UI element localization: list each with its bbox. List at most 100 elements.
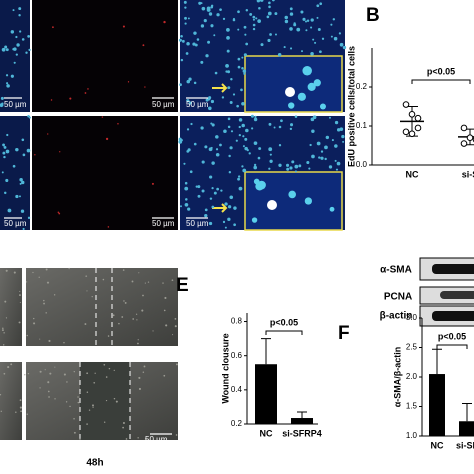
- cell: [229, 100, 233, 104]
- cell: [66, 381, 68, 383]
- cell: [339, 42, 344, 47]
- cell: [335, 168, 339, 171]
- cell: [318, 50, 322, 54]
- arrow: [212, 203, 228, 213]
- cell: [219, 143, 222, 147]
- point: [402, 128, 410, 136]
- cell: [22, 227, 25, 231]
- cell: [63, 373, 66, 376]
- cell: [269, 153, 272, 156]
- y-tick-label: 3.0: [406, 313, 418, 322]
- cell: [268, 167, 271, 170]
- cell: [207, 106, 212, 111]
- wound-edges: [79, 268, 131, 440]
- cell: [122, 426, 124, 429]
- cell: [328, 165, 333, 169]
- cell: [294, 164, 299, 169]
- cell: [237, 28, 240, 31]
- cell: [186, 99, 190, 103]
- cell: [180, 58, 184, 62]
- cell: [238, 125, 241, 129]
- cell: [43, 302, 45, 305]
- cell: [186, 128, 190, 131]
- cell: [92, 404, 94, 407]
- cell: [162, 282, 164, 284]
- cell: [194, 43, 198, 47]
- cell: [241, 123, 245, 128]
- cell: [298, 164, 302, 168]
- cell: [248, 152, 251, 155]
- cell: [180, 205, 182, 208]
- cell: [207, 40, 211, 44]
- band: [432, 264, 474, 274]
- bar: [255, 364, 277, 424]
- cell: [200, 2, 203, 5]
- cell: [306, 19, 310, 23]
- cell: [267, 11, 272, 16]
- cell: [15, 53, 18, 56]
- cell: [251, 217, 258, 223]
- cell: [57, 211, 60, 213]
- cell: [26, 413, 28, 415]
- cell: [105, 376, 108, 378]
- cell: [34, 154, 36, 156]
- cell: [310, 52, 314, 56]
- cell: [105, 399, 108, 402]
- cell: [25, 51, 28, 54]
- cell: [188, 101, 192, 105]
- cell: [226, 27, 230, 32]
- inset: [244, 171, 343, 231]
- cell: [39, 370, 42, 373]
- scale-label: 50 µm: [4, 219, 27, 228]
- cell: [117, 123, 119, 125]
- cell: [213, 191, 217, 195]
- cell: [257, 156, 261, 160]
- cell: [244, 137, 248, 141]
- cell: [12, 47, 15, 51]
- cell: [187, 148, 191, 152]
- cell: [73, 417, 75, 420]
- cell: [309, 143, 312, 147]
- cell: [204, 208, 208, 212]
- cell: [3, 332, 5, 334]
- cell: [174, 325, 177, 328]
- cell: [230, 78, 233, 81]
- cell: [253, 165, 258, 170]
- cell: [241, 56, 244, 59]
- cell: [304, 197, 313, 205]
- cell: [2, 151, 6, 155]
- cell: [15, 194, 19, 199]
- y-tick-label: 1.0: [406, 431, 418, 440]
- cell: [235, 139, 238, 142]
- y-tick-label: 0.6: [231, 351, 243, 360]
- cell: [54, 398, 56, 400]
- arrow: [212, 83, 228, 93]
- panel-label: E: [176, 275, 189, 296]
- cell: [175, 434, 178, 436]
- cell: [244, 33, 247, 36]
- cell: [216, 187, 220, 191]
- cell: [288, 102, 295, 109]
- image: [0, 268, 22, 346]
- cell: [267, 38, 271, 43]
- cell: [300, 10, 304, 14]
- bar: [459, 421, 474, 436]
- cell: [132, 318, 135, 320]
- cell: [138, 376, 141, 379]
- cell: [142, 44, 145, 47]
- cell: [258, 6, 261, 10]
- cell: [180, 34, 183, 38]
- cell: [268, 147, 273, 152]
- cell: [151, 182, 154, 185]
- blot-label: α-SMA: [380, 265, 412, 276]
- scale-bars: [4, 97, 208, 435]
- cell: [237, 177, 241, 181]
- cell: [227, 217, 231, 221]
- cell: [105, 137, 109, 141]
- cell: [258, 147, 262, 151]
- cell: [297, 92, 306, 101]
- cell: [286, 163, 290, 167]
- cell: [278, 163, 282, 167]
- cell: [215, 148, 219, 151]
- cell: [200, 24, 205, 28]
